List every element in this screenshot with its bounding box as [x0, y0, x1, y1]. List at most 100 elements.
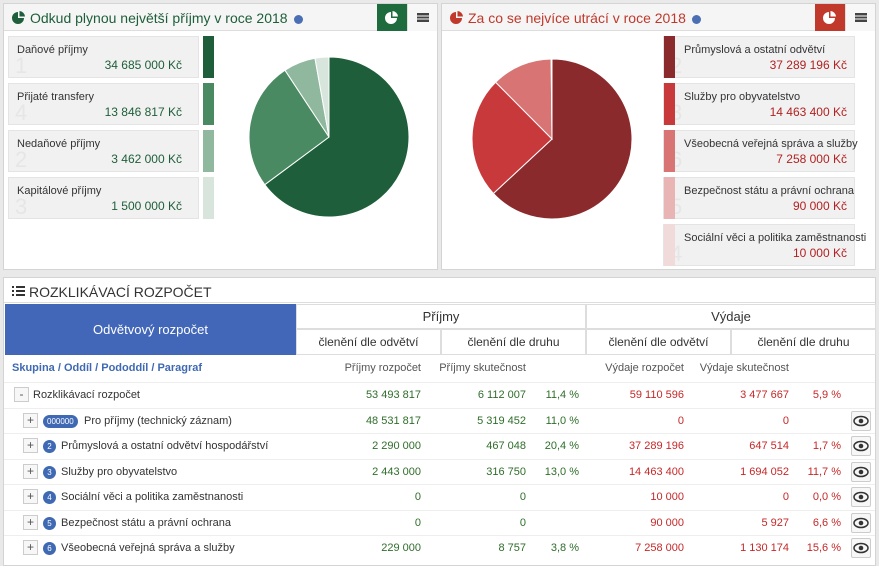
tab[interactable]: členění dle druhu	[731, 329, 876, 355]
table-tab-active[interactable]: Odvětvový rozpočet	[5, 304, 296, 355]
color-swatch	[664, 36, 675, 78]
tab[interactable]: členění dle odvětví	[296, 329, 441, 355]
item-value: 7 258 000 Kč	[776, 152, 847, 166]
row-name[interactable]: Všeobecná veřejná správa a služby	[61, 542, 235, 554]
expand-button[interactable]: +	[23, 540, 38, 555]
detail-button[interactable]	[851, 487, 871, 507]
cell-value: 2 443 000	[372, 465, 421, 478]
item-value: 13 846 817 Kč	[104, 105, 182, 119]
legend-item[interactable]: 3 Služby pro obyvatelstvo 14 463 400 Kč	[663, 83, 855, 125]
expand-button[interactable]: +	[23, 463, 38, 479]
cell-value: 0	[782, 414, 789, 427]
cell-value: 8 757	[498, 542, 526, 554]
expand-button[interactable]: +	[23, 412, 38, 428]
detail-button[interactable]	[851, 410, 871, 431]
breadcrumb[interactable]: Skupina / Oddíl / Pododdíl / Paragraf	[12, 362, 203, 374]
legend-item[interactable]: 2 Nedaňové příjmy 3 462 000 Kč	[8, 130, 199, 172]
legend-item[interactable]: 4 Sociální věci a politika zaměstnanosti 1…	[663, 224, 866, 266]
cell-value: 11,7 %	[807, 465, 841, 478]
tab[interactable]: členění dle druhu	[441, 329, 586, 355]
cell-value: 53 493 817	[365, 389, 421, 401]
cell-value: 0	[677, 414, 684, 427]
detail-button[interactable]	[851, 436, 871, 456]
row-name[interactable]: Sociální věci a politika zaměstnanosti	[61, 491, 244, 503]
pie-view-button[interactable]	[815, 4, 845, 31]
pie-slice[interactable]	[471, 81, 553, 195]
legend-item[interactable]: 2 Průmyslová a ostatní odvětví 37 289 196 …	[663, 36, 855, 78]
cell-value: 1 694 052	[740, 465, 789, 478]
help-icon[interactable]	[293, 14, 303, 24]
cell-value: 1 130 174	[740, 542, 789, 554]
cell-value: 2 290 000	[372, 440, 421, 452]
budget-panel: ROZKLIKÁVACÍ ROZPOČET Odvětvový rozpočet…	[3, 277, 876, 566]
cell-value: 0,0 %	[812, 491, 841, 503]
item-name: Nedaňové příjmy	[17, 138, 101, 150]
cell-value: 11,4 %	[545, 389, 579, 401]
cell-value: 0	[414, 491, 421, 503]
pie-view-button[interactable]	[377, 4, 407, 31]
pie-slice[interactable]	[248, 69, 330, 186]
table-view-button[interactable]	[845, 4, 875, 31]
legend-item[interactable]: 1 Daňové příjmy 34 685 000 Kč	[8, 36, 199, 78]
row-name[interactable]: Pro příjmy (technický záznam)	[84, 414, 232, 427]
pie-chart	[471, 58, 633, 220]
collapse-button[interactable]: -	[14, 387, 29, 402]
item-code: 4	[15, 100, 28, 125]
item-name: Průmyslová a ostatní odvětví	[684, 44, 826, 56]
row-divider	[4, 458, 875, 460]
expense-panel: Za co se nejvíce utrácí v roce 2018 2 Prů…	[441, 3, 876, 270]
panel-header: Odkud plynou největší příjmy v roce 2018	[4, 4, 437, 31]
pie-chart	[248, 56, 410, 218]
cell-value: 0	[519, 516, 526, 529]
pie-slice[interactable]	[314, 56, 330, 138]
row-name[interactable]: Bezpečnost státu a právní ochrana	[61, 516, 231, 529]
cell-value: 7 258 000	[635, 542, 684, 554]
item-name: Všeobecná veřejná správa a služby	[684, 138, 858, 150]
detail-button[interactable]	[851, 512, 871, 533]
row-divider	[4, 382, 875, 383]
column-header: Příjmy skutečnost	[439, 362, 526, 374]
detail-button[interactable]	[851, 461, 871, 482]
color-swatch	[664, 224, 675, 266]
pie-icon	[450, 11, 463, 24]
cell-value: 0	[782, 491, 789, 503]
pie-slice[interactable]	[264, 56, 410, 218]
row-name[interactable]: Služby pro obyvatelstvo	[61, 465, 178, 478]
expand-button[interactable]: +	[23, 438, 38, 453]
row-name[interactable]: Rozklikávací rozpočet	[33, 389, 140, 401]
code-badge: 2	[43, 440, 56, 453]
title-text: Za co se nejvíce utrácí v roce 2018	[468, 10, 686, 26]
pie-slice[interactable]	[494, 58, 553, 141]
color-swatch	[203, 36, 214, 78]
tab[interactable]: členění dle odvětví	[586, 329, 731, 355]
help-icon[interactable]	[691, 14, 701, 24]
cell-value: 0	[519, 491, 526, 503]
item-name: Kapitálové příjmy	[17, 185, 102, 197]
item-value: 14 463 400 Kč	[769, 105, 847, 119]
expand-button[interactable]: +	[23, 514, 38, 530]
cell-value: 467 048	[486, 440, 526, 452]
row-name[interactable]: Průmyslová a ostatní odvětví hospodářstv…	[61, 440, 269, 452]
color-swatch	[203, 130, 214, 172]
item-name: Služby pro obyvatelstvo	[684, 91, 801, 103]
cell-value: 0	[414, 516, 421, 529]
detail-button[interactable]	[851, 538, 871, 558]
legend-item[interactable]: 4 Přijaté transfery 13 846 817 Kč	[8, 83, 199, 125]
cell-value: 5 927	[761, 516, 789, 529]
legend-item[interactable]: 6 Všeobecná veřejná správa a služby 7 258 …	[663, 130, 858, 172]
legend-item[interactable]: 5 Bezpečnost státu a právní ochrana 90 000…	[663, 177, 855, 219]
cell-value: 20,4 %	[544, 440, 579, 452]
color-swatch	[203, 177, 214, 219]
color-swatch	[664, 177, 675, 219]
code-badge: 5	[43, 516, 56, 530]
row-divider	[4, 509, 875, 511]
cell-value: 5 319 452	[477, 414, 526, 427]
expand-button[interactable]: +	[23, 489, 38, 504]
table-view-button[interactable]	[407, 4, 437, 31]
legend-item[interactable]: 3 Kapitálové příjmy 1 500 000 Kč	[8, 177, 199, 219]
cell-value: 316 750	[486, 465, 526, 478]
pie-slice[interactable]	[492, 58, 633, 220]
row-divider	[4, 535, 875, 536]
group-header: Výdaje	[586, 304, 876, 329]
